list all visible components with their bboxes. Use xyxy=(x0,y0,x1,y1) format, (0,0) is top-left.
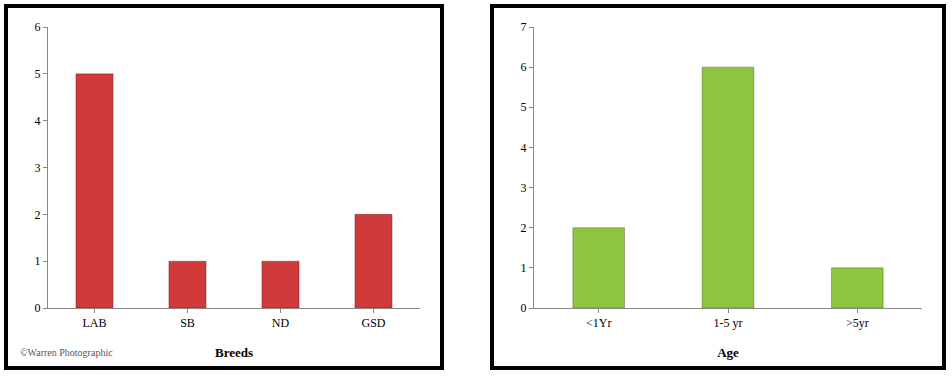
svg-text:©Warren Photographic: ©Warren Photographic xyxy=(20,347,113,358)
svg-text:>5yr: >5yr xyxy=(846,316,869,330)
svg-text:1-5 yr: 1-5 yr xyxy=(714,316,743,330)
svg-text:5: 5 xyxy=(35,67,41,81)
svg-text:0: 0 xyxy=(521,301,527,315)
svg-text:4: 4 xyxy=(521,141,527,155)
svg-text:6: 6 xyxy=(35,20,41,34)
svg-text:SB: SB xyxy=(180,316,195,330)
svg-text:2: 2 xyxy=(521,221,527,235)
svg-text:1: 1 xyxy=(35,254,41,268)
svg-text:5: 5 xyxy=(521,100,527,114)
svg-text:0: 0 xyxy=(35,301,41,315)
svg-text:4: 4 xyxy=(35,114,41,128)
svg-text:<1Yr: <1Yr xyxy=(586,316,611,330)
svg-text:7: 7 xyxy=(521,20,527,34)
svg-text:6: 6 xyxy=(521,60,527,74)
svg-text:ND: ND xyxy=(272,316,290,330)
svg-text:LAB: LAB xyxy=(83,316,107,330)
svg-text:3: 3 xyxy=(35,161,41,175)
svg-text:1: 1 xyxy=(521,261,527,275)
svg-text:Breeds: Breeds xyxy=(215,345,253,360)
svg-text:GSD: GSD xyxy=(361,316,385,330)
svg-text:Age: Age xyxy=(717,345,739,360)
svg-text:3: 3 xyxy=(521,181,527,195)
svg-text:2: 2 xyxy=(35,208,41,222)
